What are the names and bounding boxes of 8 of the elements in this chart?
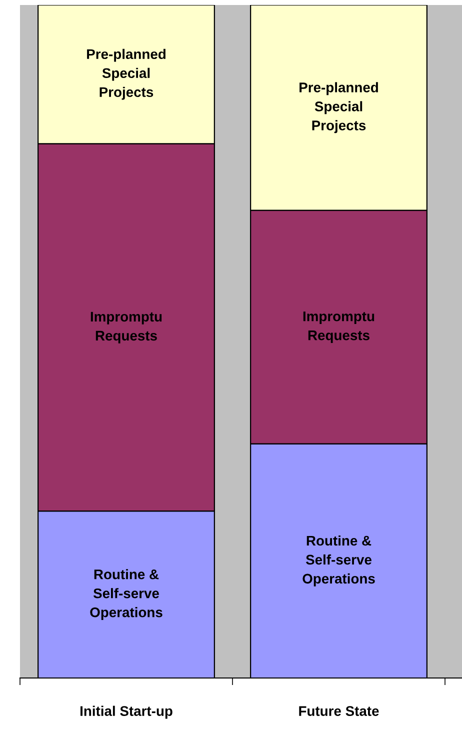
series-label: Routine & Self-serve Operations [90,569,162,620]
text: Routine & Self-serve Operations [302,535,375,586]
x-tick-label: Future State [299,706,379,716]
series-label: Impromptu Requests [303,312,374,343]
text: Impromptu Requests [90,312,162,344]
x-tick-label: Initial Start-up [80,706,172,719]
text: Pre-planned Special Projects [300,82,378,134]
series-label: Pre-planned Special Projects [87,48,166,100]
